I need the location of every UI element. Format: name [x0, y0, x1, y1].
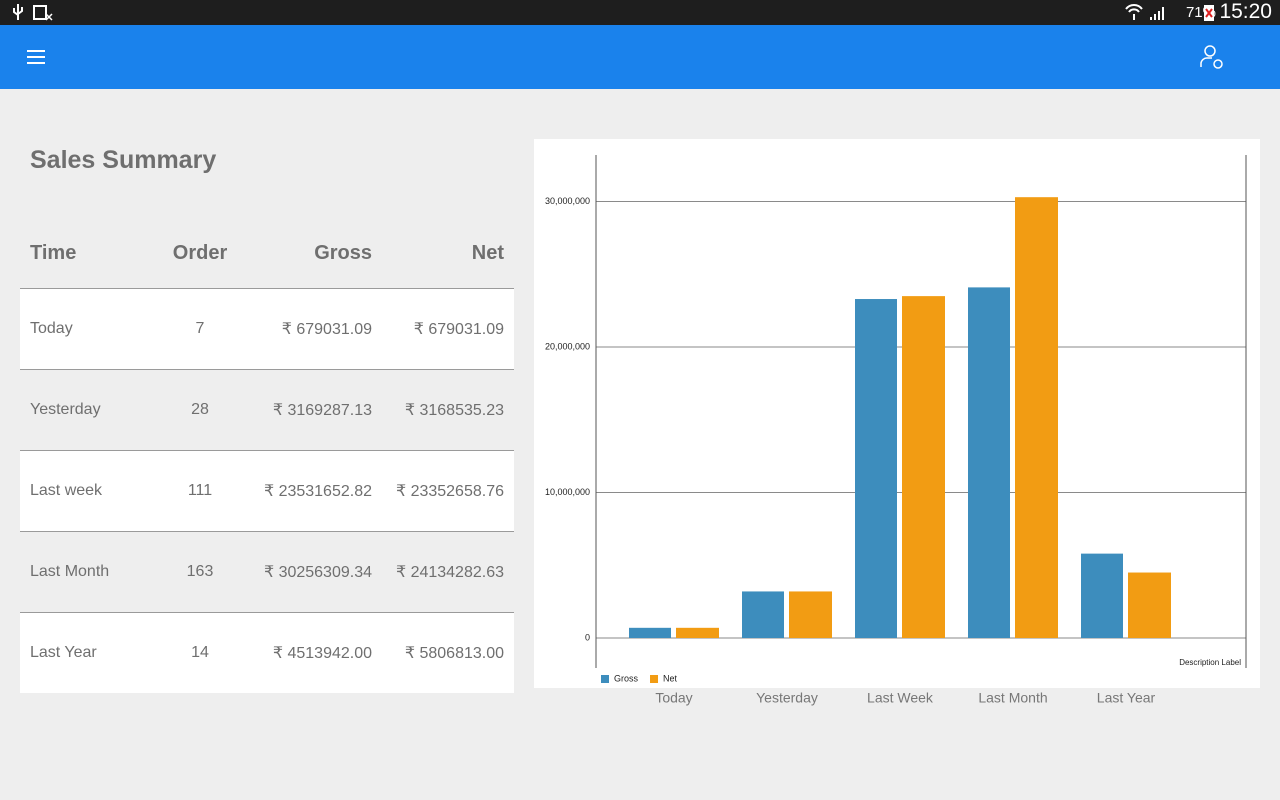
table-cell: ₹ 23352658.76 [382, 450, 514, 532]
table-row: Last Year 14 ₹ 4513942.00 ₹ 5806813.00 [20, 612, 514, 693]
y-tick-label: 0 [585, 632, 590, 642]
legend-label: Net [663, 673, 678, 683]
chart-description: Description Label [1179, 658, 1241, 667]
bar [742, 591, 784, 638]
x-tick-label: Today [655, 690, 692, 706]
header-row: Time Order Gross Net [20, 218, 514, 289]
app-bar [0, 25, 1280, 89]
table-row: Today 7 ₹ 679031.09 ₹ 679031.09 [20, 288, 514, 370]
table-cell: ₹ 30256309.34 [250, 531, 382, 613]
table-cell: 163 [150, 531, 250, 613]
bar [855, 299, 897, 638]
account-button[interactable] [1198, 43, 1226, 71]
column-header: Gross [314, 241, 372, 264]
table-cell: Yesterday [20, 369, 150, 451]
legend-swatch [601, 675, 609, 683]
table-cell: 7 [150, 288, 250, 370]
table-cell: 14 [150, 612, 250, 693]
bar [1081, 553, 1123, 638]
table-cell: ₹ 679031.09 [382, 288, 514, 370]
x-tick-label: Last Year [1097, 690, 1156, 706]
table-cell: ₹ 3169287.13 [250, 369, 382, 451]
table-cell: ₹ 5806813.00 [382, 612, 514, 693]
table-row: Last Month 163 ₹ 30256309.34 ₹ 24134282.63 [20, 531, 514, 613]
table-cell: Last Month [20, 531, 150, 613]
column-header: Time [30, 241, 77, 264]
signal-icons [1125, 4, 1164, 20]
section-title: Sales Summary [30, 146, 217, 174]
status-bar: 71% 15:20 [0, 0, 1280, 25]
table-cell: ₹ 679031.09 [250, 288, 382, 370]
bar [902, 296, 945, 638]
table-cell: Last week [20, 450, 150, 532]
table-cell: 111 [150, 450, 250, 532]
y-tick-label: 10,000,000 [545, 487, 590, 497]
bar [1128, 572, 1171, 638]
legend-label: Gross [614, 673, 639, 683]
column-header: Order [172, 241, 228, 264]
column-header: Net [471, 241, 504, 264]
table-cell: ₹ 23531652.82 [250, 450, 382, 532]
legend-swatch [650, 675, 659, 683]
sales-table: Time Order Gross Net Today 7 ₹ 679031.09 ₹ 6790… [20, 218, 514, 693]
y-tick-label: 20,000,000 [545, 341, 590, 351]
clock: 15:20 [1219, 0, 1272, 23]
table-row: Yesterday 28 ₹ 3169287.13 ₹ 3168535.23 [20, 369, 514, 451]
x-tick-label: Yesterday [756, 690, 818, 706]
table-cell: 28 [150, 369, 250, 451]
table-cell: ₹ 24134282.63 [382, 531, 514, 613]
table-cell: ₹ 3168535.23 [382, 369, 514, 451]
bar [676, 627, 719, 638]
table-cell: ₹ 4513942.00 [250, 612, 382, 693]
status-icons [13, 4, 53, 21]
bar [629, 627, 671, 638]
bar [1015, 197, 1058, 638]
table-cell: Today [20, 288, 150, 370]
y-tick-label: 30,000,000 [545, 196, 590, 206]
x-tick-label: Last Month [978, 690, 1047, 706]
bar [789, 591, 832, 638]
menu-button[interactable] [24, 45, 48, 69]
x-tick-label: Last Week [867, 690, 934, 706]
table-row: Last week 111 ₹ 23531652.82 ₹ 23352658.76 [20, 450, 514, 532]
battery-icon [1204, 5, 1214, 21]
bar [968, 287, 1010, 638]
chart: 0 10,000,000 20,000,000 30,000,000 Today Yest… [534, 139, 1260, 706]
table-cell: Last Year [20, 612, 150, 693]
